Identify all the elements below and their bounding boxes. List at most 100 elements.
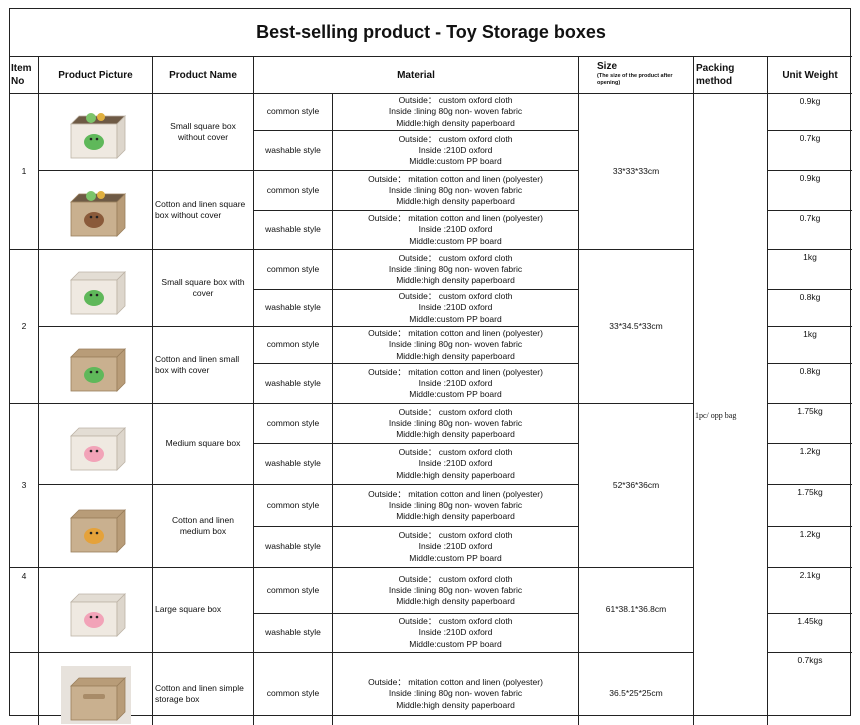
unit-weight-cell: 1.2kg (767, 443, 852, 484)
product-picture-cell (38, 403, 152, 484)
material-line: Middle:high density paperboard (396, 429, 515, 440)
material-line: Outside： custom oxford cloth (398, 530, 513, 541)
product-picture-cell (38, 93, 152, 170)
table-title: Best-selling product - Toy Storage boxes (10, 9, 852, 57)
material-cell: Outside： custom oxford cloth Inside :lini… (332, 403, 578, 443)
style-cell: common style (253, 484, 332, 526)
material-cell: Outside： custom oxford cloth Inside :210D… (332, 130, 578, 170)
storage-box-image (70, 112, 126, 159)
product-name-cell: Cotton and linen square box without cove… (152, 170, 253, 249)
product-name-cell: Cotton and linen small box with cover (152, 326, 253, 403)
material-line: Outside： mitation cotton and linen (poly… (368, 677, 543, 688)
material-cell: Outside： mitation cotton and linen (poly… (332, 170, 578, 210)
packing-method-cell: 1pc/ opp bag (693, 93, 767, 725)
material-line: Outside： mitation cotton and linen (poly… (368, 173, 543, 184)
product-picture-cell (38, 652, 152, 725)
style-cell: common style (253, 403, 332, 443)
style-cell: washable style (253, 526, 332, 567)
unit-weight-cell: 1kg (767, 249, 852, 289)
item-number-cell: 4 (10, 567, 38, 652)
product-picture-cell (38, 249, 152, 326)
material-cell: Outside： mitation cotton and linen (poly… (332, 484, 578, 526)
material-line: Middle:custom PP board (409, 235, 502, 246)
material-line: Middle:high density paperboard (396, 275, 515, 286)
material-cell: Outside： custom oxford cloth Inside :210D… (332, 289, 578, 326)
storage-box-image (70, 426, 126, 471)
unit-weight-cell: 0.9kg (767, 170, 852, 210)
style-cell: washable style (253, 363, 332, 403)
material-cell: Outside： custom oxford cloth Inside :210D… (332, 526, 578, 567)
storage-box-image (70, 592, 126, 637)
product-picture-cell (38, 484, 152, 567)
unit-weight-cell: 0.7kg (767, 210, 852, 249)
product-table: Best-selling product - Toy Storage boxes… (9, 8, 852, 725)
unit-weight-cell: 0.8kg (767, 289, 852, 326)
header-packing-method: Packing method (693, 57, 767, 93)
item-number-cell: 3 (10, 403, 38, 567)
material-line: Middle:high density paperboard (396, 196, 515, 207)
style-cell: common style (253, 652, 332, 725)
material-line: Inside :210D oxford (418, 458, 493, 469)
unit-weight-cell: 0.8kg (767, 363, 852, 403)
material-line: Middle:high density paperboard (396, 117, 515, 128)
material-line: Middle:custom PP board (409, 313, 502, 324)
storage-box-image (70, 347, 126, 392)
material-line: Inside :lining 80g non- woven fabric (388, 106, 523, 117)
unit-weight-cell: 1kg (767, 326, 852, 363)
material-line: Outside： mitation cotton and linen (poly… (368, 366, 543, 377)
material-line: Inside :210D oxford (418, 224, 493, 235)
material-line: Middle:high density paperboard (396, 511, 515, 522)
material-cell: Outside： custom oxford cloth Inside :lini… (332, 93, 578, 130)
material-line: Outside： mitation cotton and linen (poly… (368, 488, 543, 499)
header-size-note: (The size of the product after opening) (597, 73, 673, 86)
product-picture-cell (38, 567, 152, 652)
style-cell: common style (253, 567, 332, 613)
material-line: Inside :210D oxford (418, 377, 493, 388)
material-line: Outside： custom oxford cloth (398, 252, 513, 263)
material-cell: Outside： mitation cotton and linen (poly… (332, 363, 578, 403)
product-picture-cell (38, 326, 152, 403)
storage-box-image (70, 190, 126, 237)
material-cell: Outside： custom oxford cloth Inside :210D… (332, 613, 578, 652)
style-cell: common style (253, 93, 332, 130)
material-cell: Outside： custom oxford cloth Inside :210D… (332, 443, 578, 484)
style-cell: common style (253, 249, 332, 289)
unit-weight-cell: 0.9kg (767, 93, 852, 130)
material-line: Inside :lining 80g non- woven fabric (388, 688, 523, 699)
material-cell: Outside： mitation cotton and linen (poly… (332, 326, 578, 363)
material-line: Outside： mitation cotton and linen (poly… (368, 328, 543, 339)
material-line: Outside： custom oxford cloth (398, 291, 513, 302)
product-name-cell: Large square box (152, 567, 253, 652)
unit-weight-cell: 2.1kg (767, 567, 852, 613)
material-line: Inside :lining 80g non- woven fabric (388, 584, 523, 595)
header-product-name: Product Name (152, 57, 253, 93)
header-unit-weight: Unit Weight (767, 57, 852, 93)
product-picture-cell (38, 170, 152, 249)
material-line: Inside :210D oxford (418, 627, 493, 638)
material-line: Inside :lining 80g non- woven fabric (388, 499, 523, 510)
style-cell: washable style (253, 443, 332, 484)
unit-weight-cell: 0.7kg (767, 130, 852, 170)
storage-box-image (61, 665, 131, 724)
header-item-no: Item No (11, 63, 32, 87)
storage-box-image (70, 270, 126, 315)
material-line: Outside： custom oxford cloth (398, 406, 513, 417)
material-line: Inside :lining 80g non- woven fabric (388, 339, 523, 350)
material-line: Outside： custom oxford cloth (398, 616, 513, 627)
material-line: Outside： custom oxford cloth (398, 447, 513, 458)
style-cell: washable style (253, 130, 332, 170)
material-line: Outside： mitation cotton and linen (poly… (368, 213, 543, 224)
item-number-cell (10, 652, 38, 725)
unit-weight-cell: 1.45kg (767, 613, 852, 652)
material-line: Inside :lining 80g non- woven fabric (388, 184, 523, 195)
material-line: Middle:high density paperboard (396, 699, 515, 710)
storage-box-image (70, 508, 126, 553)
size-cell: 36.5*25*25cm (578, 652, 693, 725)
material-line: Outside： custom oxford cloth (398, 133, 513, 144)
style-cell: washable style (253, 613, 332, 652)
product-name-cell: Small square box with cover (152, 249, 253, 326)
material-line: Middle:high density paperboard (396, 469, 515, 480)
unit-weight-cell: 1.75kg (767, 403, 852, 443)
product-name-cell: Cotton and linen medium box (152, 484, 253, 567)
product-name-cell: Small square box without cover (152, 93, 253, 170)
